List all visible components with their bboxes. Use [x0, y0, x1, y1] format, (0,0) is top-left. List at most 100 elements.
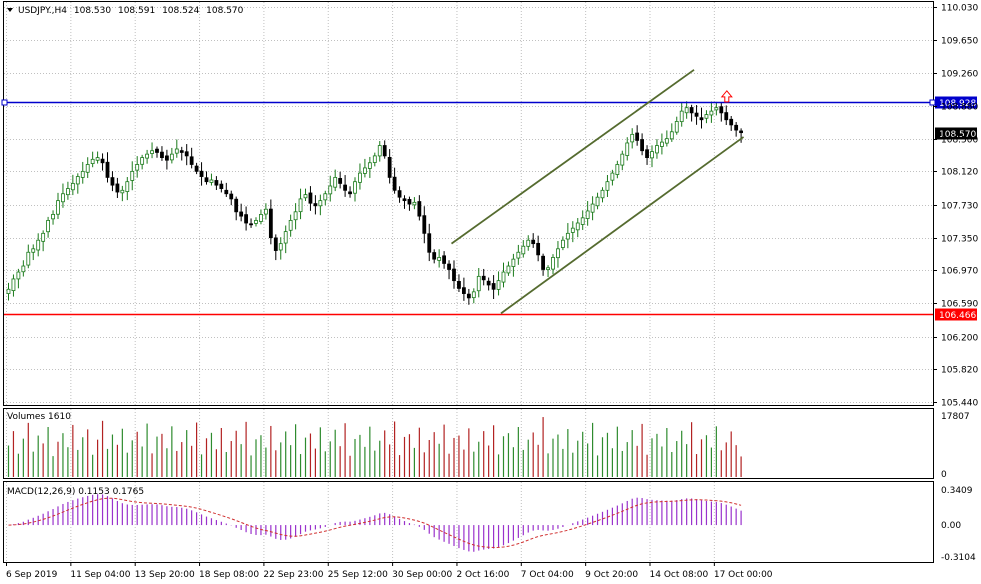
candle-body [249, 223, 253, 226]
grid-lines [4, 2, 933, 562]
candle-body [90, 158, 95, 164]
candle-body [452, 268, 456, 282]
candle-body [214, 180, 219, 186]
candle-body [610, 172, 615, 181]
candle-body [511, 258, 516, 267]
symbol-header[interactable]: USDJPY.,H4 108.530 108.591 108.524 108.5… [7, 6, 244, 16]
candle-body [506, 265, 511, 274]
price-tag [935, 96, 977, 109]
candle-body [650, 151, 654, 159]
candle-body [457, 281, 461, 289]
candle-body [501, 271, 506, 283]
macd-title: MACD(12,26,9) 0.1153 0.1765 [7, 487, 144, 497]
candle-body [259, 213, 263, 222]
y-tick-label: 107.350 [941, 235, 978, 245]
candle-body [447, 263, 451, 270]
volume-bars [7, 417, 742, 477]
candle-body [268, 208, 273, 239]
candle-body [199, 170, 204, 177]
candle-body [358, 172, 362, 183]
candle-body [714, 107, 719, 111]
candle-body [115, 183, 120, 193]
collapse-triangle-icon[interactable] [7, 8, 13, 12]
candle-body [739, 130, 743, 134]
candle-body [595, 196, 600, 207]
y-tick-label: 105.820 [941, 366, 978, 376]
y-tick-label: 107.730 [941, 202, 978, 212]
candle-body [556, 248, 560, 259]
line-handle-icon [1, 99, 8, 106]
y-tick-label: 109.260 [941, 70, 978, 80]
candle-body [551, 257, 555, 270]
open-value: 108.530 [74, 6, 111, 16]
candle-body [476, 275, 481, 292]
candle-body [353, 181, 357, 194]
candle-body [51, 213, 55, 220]
candle-body [541, 255, 545, 270]
candle-body [189, 156, 194, 165]
x-tick-label: 9 Oct 20:00 [585, 570, 638, 580]
candle-body [734, 124, 739, 131]
candle-body [184, 151, 189, 157]
candle-body [729, 118, 734, 126]
candle-body [496, 280, 501, 290]
candle-body [561, 239, 565, 248]
candle-body [61, 193, 65, 203]
line-handle-icon [929, 99, 936, 106]
y-tick-label: 108.500 [941, 136, 978, 146]
candle-body [130, 170, 135, 181]
candle-body [160, 151, 164, 158]
y-tick-label: 110.030 [941, 4, 978, 14]
candle-body [145, 153, 150, 159]
candle-body [570, 227, 575, 233]
x-tick-label: 17 Oct 00:00 [714, 570, 773, 580]
candle-body [536, 242, 541, 256]
candle-body [724, 112, 729, 121]
candle-body [244, 214, 249, 224]
candle-body [580, 217, 585, 225]
price-tag [935, 308, 977, 321]
x-tick-label: 2 Oct 16:00 [456, 570, 509, 580]
candle-body [16, 271, 21, 280]
candle-body [313, 203, 318, 207]
candle-body [46, 220, 50, 233]
x-tick-label: 25 Sep 12:00 [328, 570, 388, 580]
price-tag-label: 106.466 [939, 311, 976, 321]
candle-body [605, 181, 610, 191]
candle-body [229, 193, 234, 200]
channel-upper-line [450, 69, 695, 245]
candle-body [442, 255, 447, 264]
candle-body [481, 275, 486, 281]
candle-body [664, 138, 669, 144]
candle-body [110, 177, 115, 186]
candle-body [387, 156, 392, 178]
candle-body [620, 153, 625, 166]
candle-body [704, 114, 709, 119]
candle-body [471, 291, 476, 299]
candle-body [263, 208, 268, 215]
candle-body [669, 131, 674, 140]
volume-axis-label: 0 [941, 470, 947, 480]
candle-body [590, 203, 595, 213]
candle-body [377, 145, 382, 157]
candle-body [694, 112, 699, 117]
candle-body [640, 139, 644, 152]
channel-lower-line [500, 136, 745, 315]
svg-text:USDJPY.,H4 108.530: USDJPY.,H4 108.530 108.591 108.524 108.5… [18, 6, 244, 16]
candle-body [303, 194, 308, 199]
candle-body [630, 133, 635, 143]
candle-body [120, 189, 125, 194]
candle-body [407, 199, 412, 205]
candle-body [615, 164, 620, 175]
candle-body [486, 280, 491, 286]
y-tick-label: 105.440 [941, 399, 978, 409]
close-value: 108.570 [206, 6, 243, 16]
candle-body [41, 232, 46, 242]
candle-body [427, 233, 432, 253]
candle-body [288, 220, 293, 231]
candle-body [85, 164, 90, 173]
candle-body [125, 181, 130, 192]
candle-body [575, 222, 580, 231]
candle-body [56, 200, 60, 215]
